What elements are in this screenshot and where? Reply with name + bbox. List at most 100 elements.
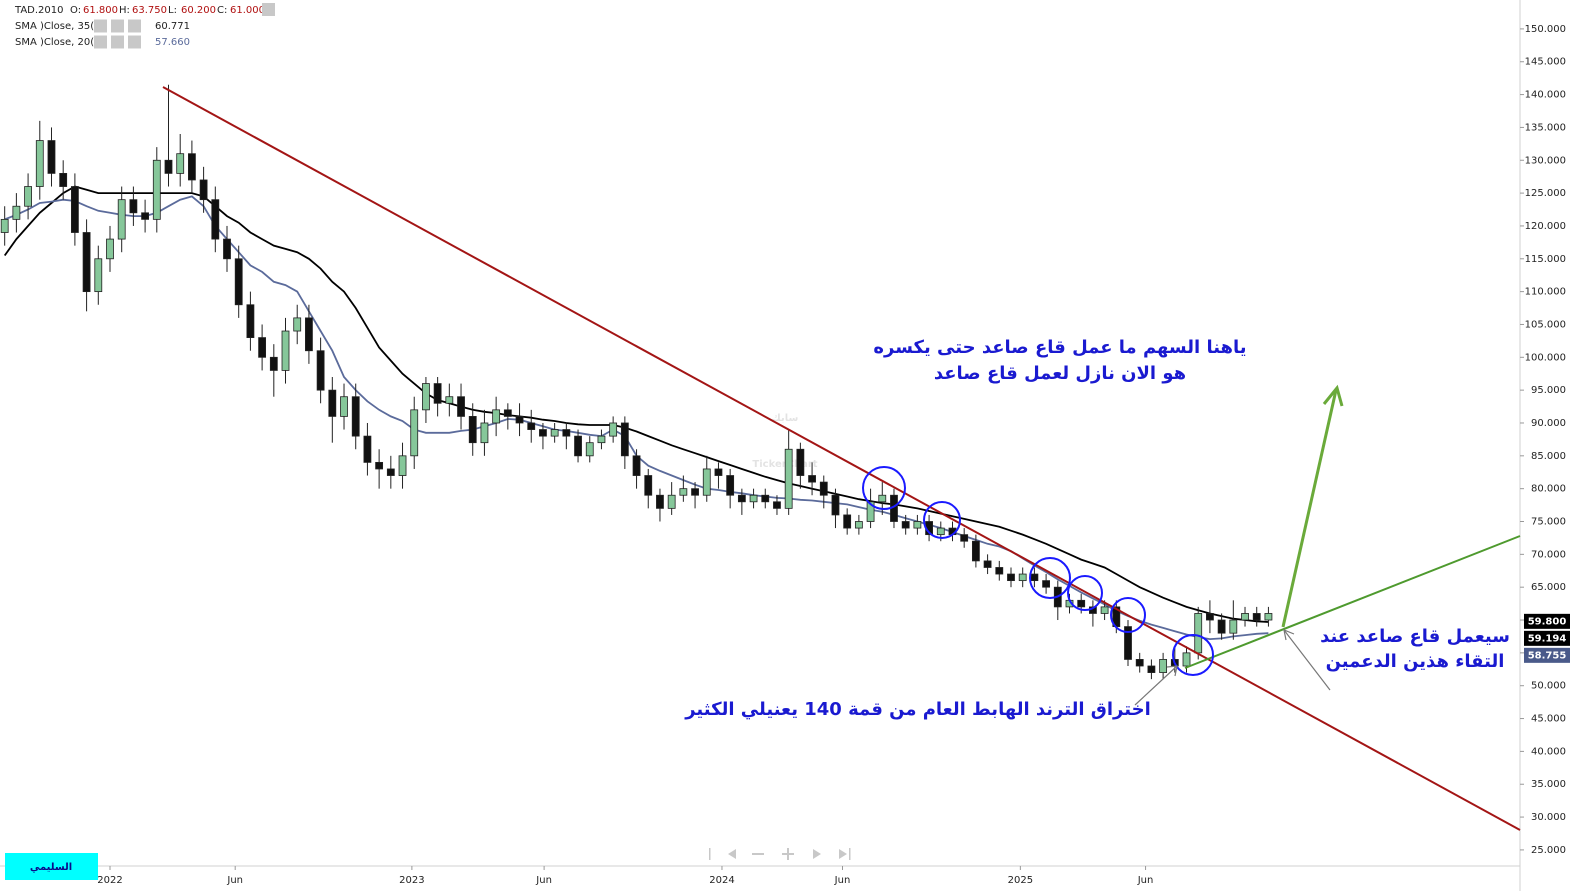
candle-body (82, 232, 91, 293)
candle-body (866, 501, 875, 522)
circle-marker (1067, 575, 1103, 611)
candle-body (246, 304, 255, 338)
y-tick-label: 140.000 (1525, 90, 1566, 101)
nav-prev[interactable] (728, 849, 736, 859)
candle-body (1217, 619, 1226, 634)
candle-body (539, 429, 547, 437)
symbol: TAD.2010 (14, 5, 64, 16)
legend-value: 60.771 (155, 21, 190, 32)
price-label: 59.800 (1528, 616, 1567, 627)
candle-body (94, 258, 103, 293)
candle-body (492, 409, 501, 424)
legend-icon (94, 35, 107, 49)
candle-body (527, 422, 536, 430)
candle-body (737, 494, 746, 503)
ohlc-key: C: (217, 5, 227, 16)
candle-body (1182, 652, 1191, 667)
ohlc-key: O: (70, 5, 81, 16)
price-label-box (1524, 613, 1570, 629)
candle-body (995, 567, 1004, 575)
y-tick-label: 45.000 (1531, 714, 1566, 725)
ohlc-key: L: (168, 5, 177, 16)
candle-body (574, 435, 582, 457)
pointer-arrow (1283, 629, 1331, 691)
candle-body (351, 396, 360, 437)
candle-body (843, 514, 852, 529)
candle-body (936, 527, 945, 536)
candle-body (854, 521, 863, 529)
candle-body (375, 461, 384, 470)
pointer-arrow-head (1283, 629, 1295, 641)
candle-body (12, 205, 21, 220)
candle-body (691, 488, 699, 496)
candle-body (515, 416, 524, 424)
candle-body (1042, 580, 1050, 588)
candle-body (0, 218, 9, 233)
candle-body (117, 199, 126, 240)
annotation: التقاء هذين الدعمين (1326, 651, 1505, 672)
candle-body (597, 435, 606, 444)
candle-body (1135, 659, 1144, 667)
candle-body (445, 396, 454, 404)
nav-first[interactable] (709, 848, 711, 860)
x-tick-label: 2022 (97, 875, 122, 886)
sma-line (3, 185, 1269, 623)
legend-icon (128, 19, 141, 33)
legend: TAD.2010 O: 61.800 H: 63.750 L: 60.200 C: 61.000… (14, 3, 275, 49)
candle-body (1194, 613, 1203, 654)
pointer-arrow-head (1166, 665, 1178, 677)
candle-body (433, 383, 442, 404)
annotation: اختراق الترند الهابط العام من قمة 140 يع… (684, 699, 1151, 720)
nav-controls[interactable] (709, 848, 851, 860)
legend-icon (111, 19, 124, 33)
candle-body (1206, 613, 1214, 621)
candle-body (141, 212, 149, 220)
annotation: سيعمل قاع صاعد عند (1320, 626, 1510, 647)
y-tick-label: 150.000 (1525, 24, 1566, 35)
candle-body (784, 448, 793, 509)
candle-body (901, 521, 910, 529)
legend-icon (128, 35, 141, 49)
candle-body (398, 455, 407, 476)
candle-body (1229, 619, 1238, 634)
legend-icon (94, 19, 107, 33)
candle-body (562, 429, 571, 437)
nav-last[interactable] (839, 848, 851, 860)
candle-body (808, 475, 816, 483)
annotation: ياهنا السهم ما عمل قاع صاعد حتى يكسره (873, 337, 1246, 358)
y-tick-label: 80.000 (1531, 484, 1566, 495)
candle-body (761, 494, 770, 503)
candle-body (234, 258, 243, 306)
candle-body (960, 534, 969, 542)
candle-body (305, 317, 313, 352)
ohlc-value: 61.800 (83, 5, 118, 16)
pointer-arrow (1134, 665, 1178, 706)
candle-body (281, 330, 290, 371)
x-tick-label: 2025 (1008, 875, 1033, 886)
candle-body (328, 389, 337, 417)
candle-body (702, 468, 711, 496)
ohlc-value: 63.750 (132, 5, 167, 16)
y-tick-label: 25.000 (1531, 845, 1566, 856)
candle-body (679, 488, 688, 496)
candle-body (1100, 606, 1109, 614)
circle-marker (1029, 557, 1071, 599)
candle-body (422, 383, 430, 411)
nav-next[interactable] (813, 849, 821, 859)
nav-zoom-in[interactable] (782, 848, 794, 860)
y-tick-label: 130.000 (1525, 155, 1566, 166)
candle-body (749, 494, 758, 503)
candle-body (59, 172, 68, 187)
candle-body (1252, 613, 1261, 621)
candle-body (363, 435, 372, 463)
candle-body (503, 409, 512, 417)
x-tick-label: 2024 (709, 875, 734, 886)
y-tick-label: 65.000 (1531, 582, 1566, 593)
price-label-box (1524, 630, 1570, 646)
candle-body (340, 396, 348, 417)
candle-body (1077, 599, 1086, 608)
nav-zoom-out[interactable] (752, 853, 764, 855)
legend-value: 57.660 (155, 37, 190, 48)
y-tick-label: 95.000 (1531, 385, 1566, 396)
sma-line (4, 195, 1269, 641)
